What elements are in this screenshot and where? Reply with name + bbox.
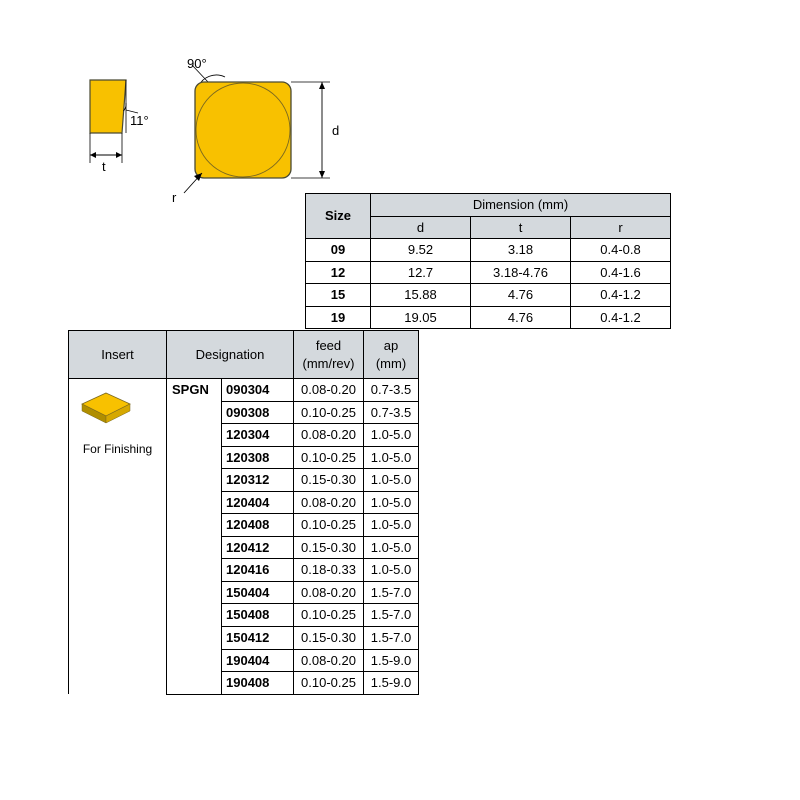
- top-view-shape: [195, 82, 291, 178]
- header-designation: Designation: [167, 331, 294, 379]
- size-cell: 12: [306, 261, 371, 284]
- ap-cell: 0.7-3.5: [364, 401, 419, 424]
- code-cell: 090308: [222, 401, 294, 424]
- ap-cell: 1.0-5.0: [364, 446, 419, 469]
- ap-cell: 1.5-7.0: [364, 627, 419, 650]
- table-row: 1919.054.760.4-1.2: [306, 306, 671, 329]
- size-cell: 19: [306, 306, 371, 329]
- ap-cell: 1.5-7.0: [364, 604, 419, 627]
- dimension-table: Size Dimension (mm) d t r 099.523.180.4-…: [305, 193, 671, 329]
- feed-cell: 0.10-0.25: [294, 401, 364, 424]
- angle-90-label: 90°: [187, 56, 207, 71]
- header-d: d: [371, 216, 471, 239]
- d-cell: 12.7: [371, 261, 471, 284]
- code-cell: 120416: [222, 559, 294, 582]
- size-cell: 09: [306, 239, 371, 262]
- table-row: 099.523.180.4-0.8: [306, 239, 671, 262]
- feed-cell: 0.10-0.25: [294, 446, 364, 469]
- ap-cell: 1.0-5.0: [364, 536, 419, 559]
- ap-cell: 1.0-5.0: [364, 514, 419, 537]
- d-cell: 19.05: [371, 306, 471, 329]
- d-label: d: [332, 123, 339, 138]
- ap-cell: 1.0-5.0: [364, 491, 419, 514]
- t-cell: 4.76: [471, 306, 571, 329]
- feed-cell: 0.15-0.30: [294, 469, 364, 492]
- angle-11-label: 11°: [130, 113, 149, 128]
- insert-label: For Finishing: [75, 441, 160, 457]
- code-cell: 150412: [222, 627, 294, 650]
- header-feed: feed (mm/rev): [294, 331, 364, 379]
- insert-icon: [75, 389, 137, 435]
- ap-cell: 1.5-9.0: [364, 649, 419, 672]
- header-r: r: [571, 216, 671, 239]
- code-cell: 120404: [222, 491, 294, 514]
- r-cell: 0.4-1.2: [571, 284, 671, 307]
- code-cell: 190408: [222, 672, 294, 695]
- insert-cell: For Finishing: [69, 379, 167, 695]
- feed-cell: 0.08-0.20: [294, 649, 364, 672]
- r-cell: 0.4-1.2: [571, 306, 671, 329]
- r-cell: 0.4-0.8: [571, 239, 671, 262]
- code-cell: 120308: [222, 446, 294, 469]
- table-row: 1515.884.760.4-1.2: [306, 284, 671, 307]
- feed-cell: 0.08-0.20: [294, 424, 364, 447]
- t-cell: 4.76: [471, 284, 571, 307]
- ap-cell: 1.0-5.0: [364, 424, 419, 447]
- feed-cell: 0.08-0.20: [294, 491, 364, 514]
- code-cell: 150408: [222, 604, 294, 627]
- code-cell: 190404: [222, 649, 294, 672]
- header-insert: Insert: [69, 331, 167, 379]
- ap-cell: 0.7-3.5: [364, 379, 419, 402]
- header-dimension: Dimension (mm): [371, 194, 671, 217]
- size-cell: 15: [306, 284, 371, 307]
- t-cell: 3.18: [471, 239, 571, 262]
- side-view-shape: [90, 80, 126, 133]
- feed-cell: 0.08-0.20: [294, 379, 364, 402]
- header-t: t: [471, 216, 571, 239]
- feed-cell: 0.10-0.25: [294, 672, 364, 695]
- feed-cell: 0.18-0.33: [294, 559, 364, 582]
- feed-cell: 0.15-0.30: [294, 627, 364, 650]
- spec-table: Insert Designation feed (mm/rev) ap (mm)…: [68, 330, 419, 695]
- table-row: For FinishingSPGN0903040.08-0.200.7-3.5: [69, 379, 419, 402]
- header-ap: ap (mm): [364, 331, 419, 379]
- feed-cell: 0.08-0.20: [294, 581, 364, 604]
- ap-cell: 1.5-7.0: [364, 581, 419, 604]
- designation-prefix: SPGN: [167, 379, 222, 695]
- code-cell: 150404: [222, 581, 294, 604]
- ap-cell: 1.5-9.0: [364, 672, 419, 695]
- r-label: r: [172, 190, 177, 205]
- feed-cell: 0.10-0.25: [294, 514, 364, 537]
- d-cell: 15.88: [371, 284, 471, 307]
- code-cell: 120408: [222, 514, 294, 537]
- header-size: Size: [306, 194, 371, 239]
- table-row: 1212.73.18-4.760.4-1.6: [306, 261, 671, 284]
- code-cell: 120412: [222, 536, 294, 559]
- feed-cell: 0.15-0.30: [294, 536, 364, 559]
- code-cell: 120304: [222, 424, 294, 447]
- r-cell: 0.4-1.6: [571, 261, 671, 284]
- code-cell: 120312: [222, 469, 294, 492]
- technical-diagram: 11° t 90° r: [80, 55, 360, 215]
- ap-cell: 1.0-5.0: [364, 469, 419, 492]
- d-cell: 9.52: [371, 239, 471, 262]
- code-cell: 090304: [222, 379, 294, 402]
- feed-cell: 0.10-0.25: [294, 604, 364, 627]
- ap-cell: 1.0-5.0: [364, 559, 419, 582]
- t-cell: 3.18-4.76: [471, 261, 571, 284]
- t-label: t: [102, 159, 106, 174]
